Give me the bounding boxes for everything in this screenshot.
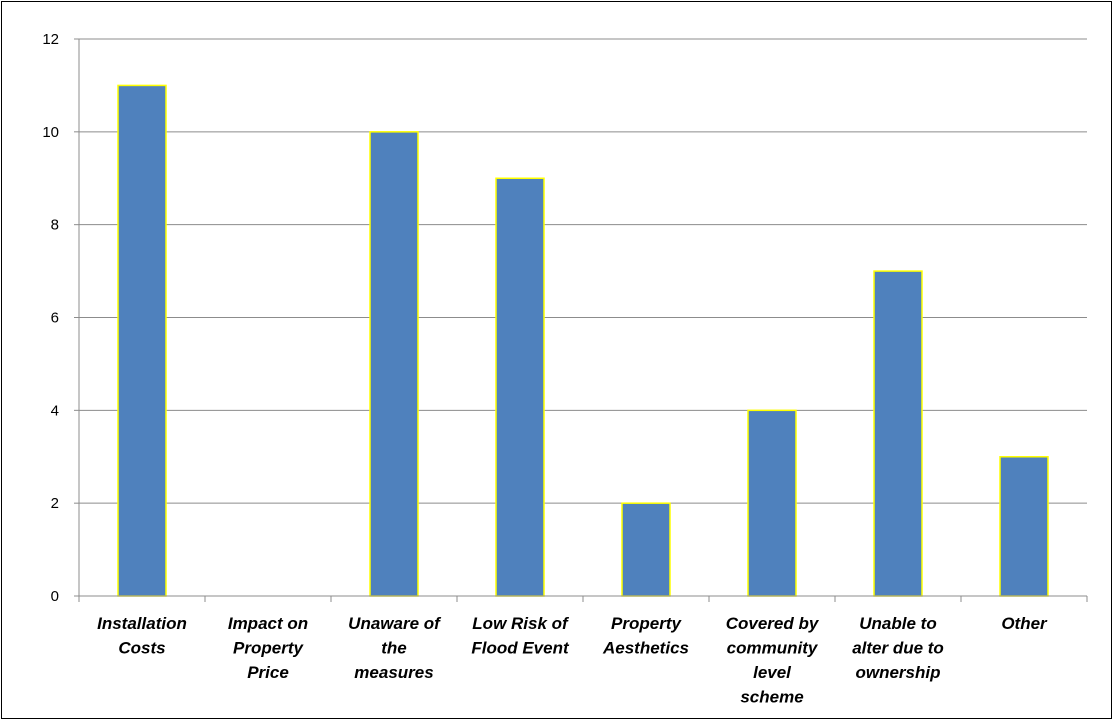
bars (117, 84, 1049, 597)
x-category-label: Other (1001, 614, 1048, 633)
x-category-label-line: Costs (118, 639, 165, 658)
y-tick-label: 2 (51, 495, 59, 512)
x-category-label: Impact on Property Price (228, 614, 308, 682)
bar (621, 502, 671, 597)
x-category-label-line: community (727, 639, 819, 658)
y-tick-label: 10 (42, 124, 59, 141)
x-category-label-line: Aesthetics (602, 639, 689, 658)
x-category-label-line: Flood Event (471, 639, 570, 658)
x-category-label-line: Unaware of (348, 614, 442, 633)
x-category-label: Property Aesthetics (602, 614, 689, 658)
x-category-label-line: scheme (740, 688, 803, 707)
x-category-label-line: Unable to (859, 614, 936, 633)
y-tick-label: 0 (51, 588, 59, 605)
bar (495, 177, 545, 597)
y-tick-label: 12 (42, 31, 59, 48)
y-tick-label: 4 (51, 402, 59, 419)
y-tick-label: 6 (51, 310, 59, 327)
x-category-label: Installation Costs (97, 614, 187, 658)
x-category-label: Low Risk of Flood Event (471, 614, 570, 658)
bar (747, 409, 797, 597)
x-category-label-line: Installation (97, 614, 187, 633)
x-category-label: Unaware of the measures (348, 614, 442, 682)
x-category-label-line: Other (1001, 614, 1048, 633)
x-category-label-line: Property (233, 639, 304, 658)
x-axis-labels: Installation Costs Impact on Property Price U… (97, 614, 1048, 707)
bar (999, 456, 1049, 597)
x-category-label-line: Low Risk of (472, 614, 570, 633)
x-category-label-line: Impact on (228, 614, 308, 633)
gridlines (79, 38, 1087, 504)
x-category-label-line: measures (354, 663, 433, 682)
x-category-label-line: level (753, 663, 792, 682)
y-tick-label: 8 (51, 217, 59, 234)
bar (873, 270, 923, 597)
y-axis-ticks: 0 2 4 6 8 10 12 (42, 31, 79, 605)
x-category-label-line: alter due to (852, 639, 944, 658)
axes (78, 39, 1088, 602)
x-category-label-line: Property (611, 614, 682, 633)
x-category-label-line: Price (247, 663, 289, 682)
x-category-label-line: the (381, 639, 407, 658)
x-category-label: Covered by community level scheme (726, 614, 820, 707)
x-category-label: Unable to alter due to ownership (852, 614, 944, 682)
bar (369, 131, 419, 597)
x-category-label-line: ownership (855, 663, 940, 682)
x-category-label-line: Covered by (726, 614, 820, 633)
bar (117, 84, 167, 597)
